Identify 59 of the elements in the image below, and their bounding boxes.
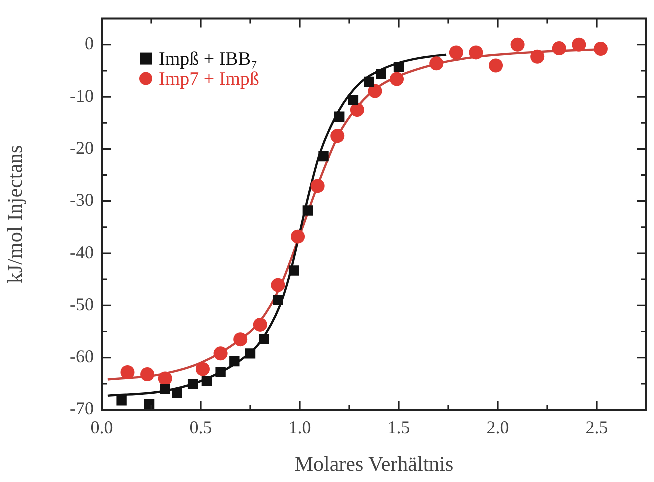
point [188,379,198,390]
point [216,367,226,378]
point [120,365,135,380]
x-tick-label: 0.5 [190,418,212,438]
point [594,42,608,56]
point [552,42,566,56]
point [318,151,329,162]
point [288,266,300,276]
point [158,372,172,386]
point [348,95,359,106]
legend-label: Impß + IBB₇ [159,48,258,70]
point [214,346,228,361]
point [291,230,306,244]
point [394,62,404,72]
point [160,384,170,394]
point [253,318,268,332]
point [202,376,212,386]
point [364,76,374,88]
y-tick-label: -50 [70,294,94,314]
point [271,278,286,292]
point [196,362,210,376]
point [310,179,325,194]
x-tick-label: 2.0 [486,418,510,438]
point [368,84,382,98]
y-tick-label: -20 [70,138,94,158]
point [140,368,155,382]
x-tick-label: 1.5 [388,418,410,438]
x-tick-label: 0.0 [90,418,114,438]
point [116,396,127,406]
point [259,334,270,344]
point [302,206,314,216]
point [390,72,404,86]
point [350,103,364,118]
point [245,348,256,359]
y-tick-label: 0 [85,34,94,54]
y-tick-label: -70 [70,398,94,419]
point [330,129,345,144]
y-tick-label: -60 [70,346,94,367]
point [376,68,386,80]
point [572,38,586,52]
point [530,50,545,64]
point [234,332,248,347]
y-tick-label: -40 [70,242,94,262]
y-tick-label: -10 [70,86,94,106]
x-axis-title: Molares Verhältnis [294,452,454,476]
point [469,46,484,60]
x-tick-label: 1.0 [288,418,312,438]
point [430,56,444,71]
point [172,388,182,398]
point [449,46,464,60]
point [510,38,525,52]
point [334,112,345,122]
y-axis-title: kJ/mol Injectans [3,145,28,284]
point [230,356,240,367]
x-tick-label: 2.5 [586,418,608,438]
y-tick-label: -30 [70,190,94,210]
point [489,58,504,73]
legend-label: Imp7 + Impß [159,68,260,90]
point [273,295,284,306]
